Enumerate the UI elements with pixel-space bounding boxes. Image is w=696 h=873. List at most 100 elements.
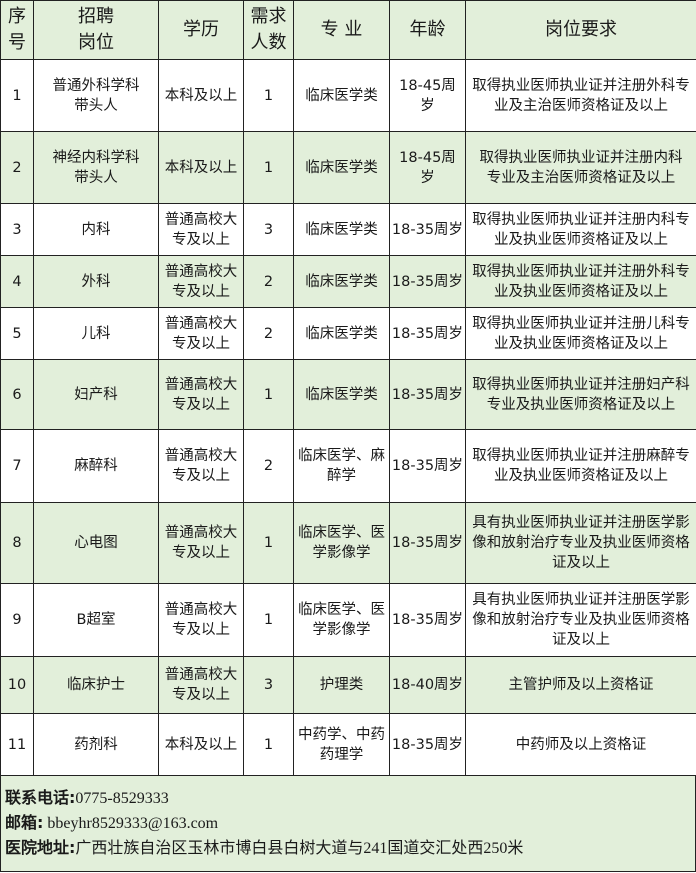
cell-requirements: 取得执业医师执业证并注册妇产科 专业及执业医师资格证及以上 bbox=[465, 359, 696, 430]
cell-major: 临床医学类 bbox=[293, 59, 390, 132]
header-headcount: 需求 人数 bbox=[243, 0, 294, 60]
cell-position: 普通外科学科 带头人 bbox=[33, 59, 159, 132]
cell-headcount: 2 bbox=[243, 429, 294, 503]
cell-major: 临床医学类 bbox=[293, 359, 390, 430]
contact-info: 联系电话:0775-8529333 邮箱: bbeyhr8529333@163.… bbox=[0, 776, 696, 872]
address-label: 医院地址: bbox=[5, 838, 76, 857]
cell-age: 18-35周岁 bbox=[389, 583, 466, 657]
cell-age: 18-45周 岁 bbox=[389, 59, 466, 132]
cell-requirements: 取得执业医师执业证并注册麻醉专 业及执业医师资格证及以上 bbox=[465, 429, 696, 503]
cell-requirements: 取得执业医师执业证并注册内科专 业及执业医师资格证及以上 bbox=[465, 203, 696, 256]
header-age: 年龄 bbox=[389, 0, 466, 60]
cell-age: 18-35周岁 bbox=[389, 359, 466, 430]
header-requirements: 岗位要求 bbox=[465, 0, 696, 60]
header-position: 招聘 岗位 bbox=[33, 0, 159, 60]
cell-education: 普通高校大 专及以上 bbox=[158, 429, 244, 503]
cell-age: 18-35周岁 bbox=[389, 429, 466, 503]
cell-index: 10 bbox=[0, 656, 34, 714]
table-row: 7 麻醉科 普通高校大 专及以上 2 临床医学、麻 醉学 18-35周岁 取得执业医师执业证… bbox=[0, 429, 696, 503]
table-row: 5 儿科 普通高校大 专及以上 2 临床医学类 18-35周岁 取得执业医师执业证并注册儿科… bbox=[0, 307, 696, 360]
cell-education: 普通高校大 专及以上 bbox=[158, 307, 244, 360]
email-label: 邮箱: bbox=[5, 813, 44, 832]
recruitment-table: 序 号招聘 岗位 学历 需求 人数专 业年龄 岗位要求 1 普通外科学科 带头人 本科及以… bbox=[0, 0, 696, 776]
cell-age: 18-35周岁 bbox=[389, 255, 466, 308]
cell-age: 18-35周岁 bbox=[389, 203, 466, 256]
cell-major: 临床医学、医 学影像学 bbox=[293, 502, 390, 584]
table-row: 6 妇产科 普通高校大 专及以上 1 临床医学类 18-35周岁 取得执业医师执业证并注册妇… bbox=[0, 359, 696, 430]
cell-age: 18-35周岁 bbox=[389, 502, 466, 584]
cell-position: 神经内科学科 带头人 bbox=[33, 131, 159, 204]
table-row: 9 B超室 普通高校大 专及以上 1 临床医学、医 学影像学 18-35周岁 具有执业医师执… bbox=[0, 583, 696, 657]
cell-requirements: 具有执业医师执业证并注册医学影 像和放射治疗专业及执业医师资格 证及以上 bbox=[465, 502, 696, 584]
cell-position: 心电图 bbox=[33, 502, 159, 584]
cell-requirements: 中药师及以上资格证 bbox=[465, 713, 696, 776]
cell-headcount: 2 bbox=[243, 307, 294, 360]
table-row: 3 内科 普通高校大 专及以上 3 临床医学类 18-35周岁 取得执业医师执业证并注册内科… bbox=[0, 203, 696, 256]
table-row: 2 神经内科学科 带头人 本科及以上 1 临床医学类 18-45周 岁取得执业医师执业证并… bbox=[0, 131, 696, 204]
email-line: 邮箱: bbeyhr8529333@163.com bbox=[5, 811, 691, 836]
cell-headcount: 1 bbox=[243, 59, 294, 132]
cell-major: 临床医学类 bbox=[293, 307, 390, 360]
cell-requirements: 取得执业医师执业证并注册内科 专业及主治医师资格证及以上 bbox=[465, 131, 696, 204]
cell-index: 1 bbox=[0, 59, 34, 132]
cell-requirements: 具有执业医师执业证并注册医学影 像和放射治疗专业及执业医师资格 证及以上 bbox=[465, 583, 696, 657]
cell-index: 7 bbox=[0, 429, 34, 503]
cell-index: 3 bbox=[0, 203, 34, 256]
cell-requirements: 取得执业医师执业证并注册儿科专 业及执业医师资格证及以上 bbox=[465, 307, 696, 360]
cell-headcount: 1 bbox=[243, 359, 294, 430]
header-major: 专 业 bbox=[293, 0, 390, 60]
cell-index: 8 bbox=[0, 502, 34, 584]
cell-major: 临床医学类 bbox=[293, 255, 390, 308]
cell-major: 临床医学类 bbox=[293, 131, 390, 204]
header-index: 序 号 bbox=[0, 0, 34, 60]
cell-requirements: 取得执业医师执业证并注册外科专 业及执业医师资格证及以上 bbox=[465, 255, 696, 308]
cell-education: 本科及以上 bbox=[158, 59, 244, 132]
cell-headcount: 3 bbox=[243, 656, 294, 714]
cell-index: 6 bbox=[0, 359, 34, 430]
table-row: 10 临床护士 普通高校大 专及以上 3 护理类 18-40周岁 主管护师及以上资格证 bbox=[0, 656, 696, 714]
cell-position: 麻醉科 bbox=[33, 429, 159, 503]
cell-requirements: 主管护师及以上资格证 bbox=[465, 656, 696, 714]
address-text: 广西壮族自治区玉林市博白县白树大道与241国道交汇处西250米 bbox=[75, 840, 524, 857]
header-row: 序 号招聘 岗位 学历 需求 人数专 业年龄 岗位要求 bbox=[0, 0, 696, 60]
cell-education: 本科及以上 bbox=[158, 131, 244, 204]
cell-position: 药剂科 bbox=[33, 713, 159, 776]
cell-age: 18-45周 岁 bbox=[389, 131, 466, 204]
cell-major: 临床医学、医 学影像学 bbox=[293, 583, 390, 657]
cell-education: 普通高校大 专及以上 bbox=[158, 359, 244, 430]
cell-index: 2 bbox=[0, 131, 34, 204]
cell-position: 临床护士 bbox=[33, 656, 159, 714]
table-row: 1 普通外科学科 带头人 本科及以上 1 临床医学类 18-45周 岁取得执业医师执业证并… bbox=[0, 59, 696, 132]
cell-major: 临床医学、麻 醉学 bbox=[293, 429, 390, 503]
email-address: bbeyhr8529333@163.com bbox=[43, 815, 219, 832]
table-row: 11 药剂科 本科及以上 1 中药学、中药 药理学 18-35周岁 中药师及以上资格证 bbox=[0, 713, 696, 776]
cell-major: 临床医学类 bbox=[293, 203, 390, 256]
cell-major: 护理类 bbox=[293, 656, 390, 714]
cell-position: 儿科 bbox=[33, 307, 159, 360]
cell-education: 本科及以上 bbox=[158, 713, 244, 776]
phone-line: 联系电话:0775-8529333 bbox=[5, 786, 691, 811]
cell-requirements: 取得执业医师执业证并注册外科专 业及主治医师资格证及以上 bbox=[465, 59, 696, 132]
header-education: 学历 bbox=[158, 0, 244, 60]
cell-headcount: 2 bbox=[243, 255, 294, 308]
cell-headcount: 1 bbox=[243, 713, 294, 776]
cell-index: 11 bbox=[0, 713, 34, 776]
cell-education: 普通高校大 专及以上 bbox=[158, 656, 244, 714]
address-line: 医院地址:广西壮族自治区玉林市博白县白树大道与241国道交汇处西250米 bbox=[5, 836, 691, 861]
cell-index: 9 bbox=[0, 583, 34, 657]
cell-education: 普通高校大 专及以上 bbox=[158, 502, 244, 584]
cell-headcount: 1 bbox=[243, 583, 294, 657]
cell-position: B超室 bbox=[33, 583, 159, 657]
cell-age: 18-35周岁 bbox=[389, 307, 466, 360]
cell-position: 外科 bbox=[33, 255, 159, 308]
cell-education: 普通高校大 专及以上 bbox=[158, 255, 244, 308]
phone-label: 联系电话: bbox=[5, 788, 76, 807]
cell-education: 普通高校大 专及以上 bbox=[158, 583, 244, 657]
cell-index: 5 bbox=[0, 307, 34, 360]
cell-age: 18-35周岁 bbox=[389, 713, 466, 776]
phone-number: 0775-8529333 bbox=[75, 790, 169, 807]
cell-headcount: 1 bbox=[243, 131, 294, 204]
cell-headcount: 3 bbox=[243, 203, 294, 256]
cell-major: 中药学、中药 药理学 bbox=[293, 713, 390, 776]
cell-position: 内科 bbox=[33, 203, 159, 256]
